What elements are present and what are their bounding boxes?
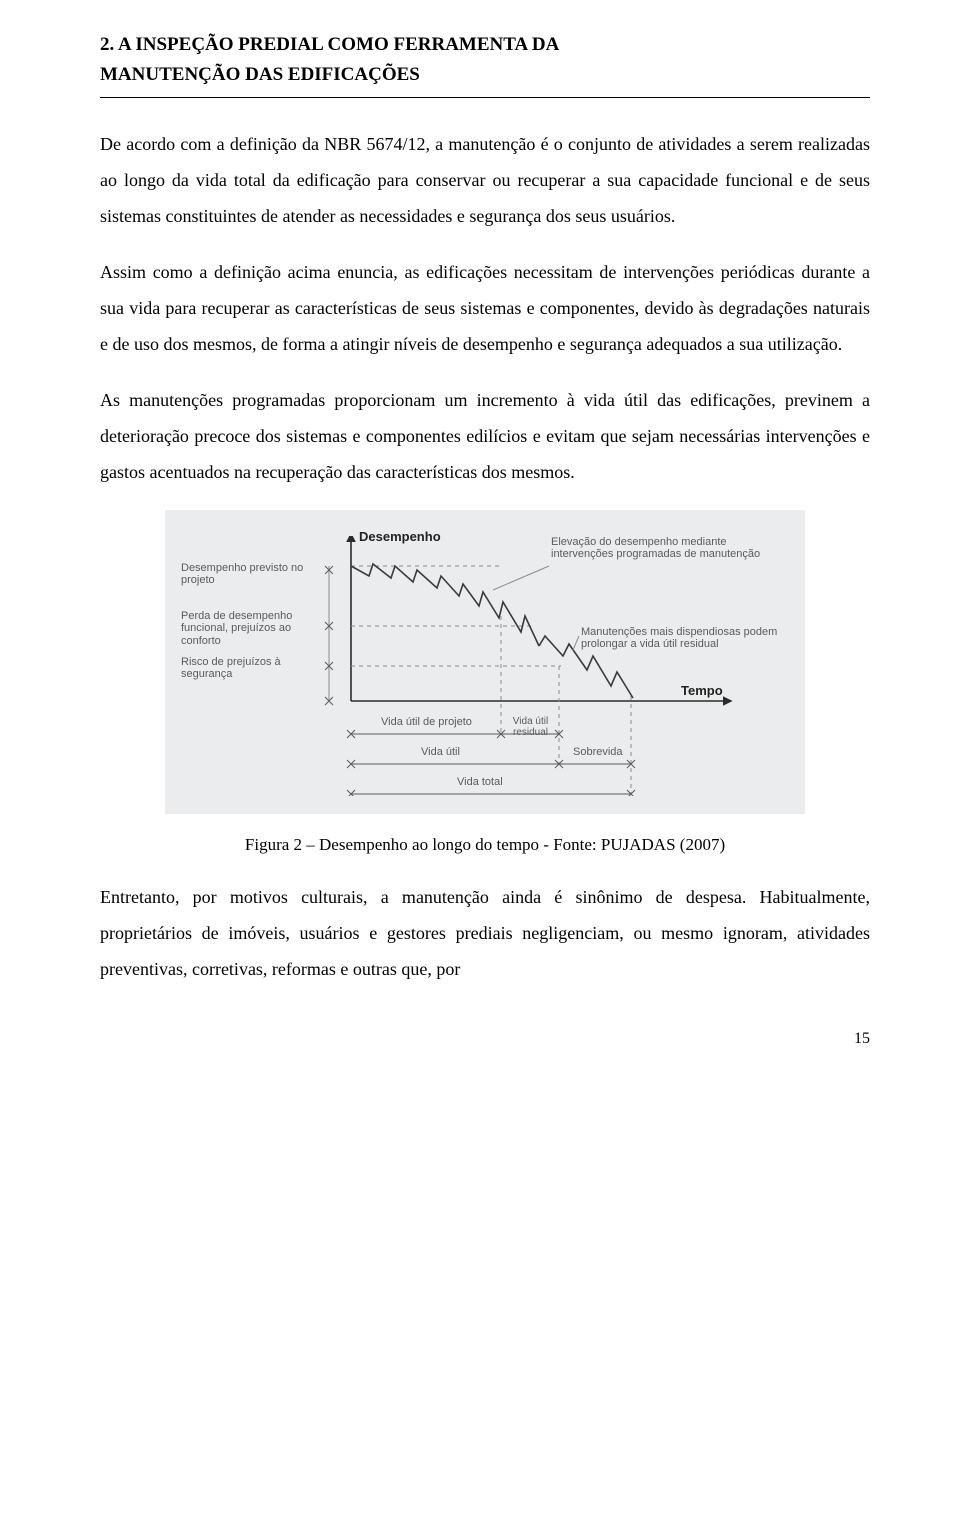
paragraph-2: Assim como a definição acima enuncia, as… — [100, 254, 870, 362]
left-label-1: Desempenho previsto no projeto — [181, 562, 316, 587]
left-label-3: Risco de prejuízos à segurança — [181, 656, 316, 681]
x-seg-2: Vida útil residual — [503, 716, 558, 739]
x-axis-label: Tempo — [681, 684, 723, 699]
right-label-2: Manutenções mais dispendiosas podem prol… — [581, 626, 781, 651]
section-heading: 2. A INSPEÇÃO PREDIAL COMO FERRAMENTA DA… — [100, 30, 870, 91]
figure-2: Desempenho Tempo Desempenho previsto no … — [165, 510, 805, 814]
paragraph-3: As manutenções programadas proporcionam … — [100, 382, 870, 490]
performance-chart: Desempenho Tempo Desempenho previsto no … — [181, 536, 785, 796]
x-seg-5: Vida total — [457, 776, 503, 789]
x-seg-1: Vida útil de projeto — [381, 716, 472, 729]
heading-line-1: 2. A INSPEÇÃO PREDIAL COMO FERRAMENTA DA — [100, 34, 559, 55]
paragraph-4: Entretanto, por motivos culturais, a man… — [100, 879, 870, 987]
x-seg-3: Vida útil — [421, 746, 460, 759]
page-number: 15 — [100, 1027, 870, 1051]
paragraph-1: De acordo com a definição da NBR 5674/12… — [100, 126, 870, 234]
right-label-1: Elevação do desempenho mediante interven… — [551, 536, 761, 561]
figure-caption: Figura 2 – Desempenho ao longo do tempo … — [100, 832, 870, 858]
heading-rule — [100, 97, 870, 98]
figure-background: Desempenho Tempo Desempenho previsto no … — [165, 510, 805, 814]
heading-line-2: MANUTENÇÃO DAS EDIFICAÇÕES — [100, 64, 420, 85]
y-axis-label: Desempenho — [359, 530, 441, 545]
x-seg-4: Sobrevida — [573, 746, 623, 759]
left-label-2: Perda de desempenho funcional, prejuízos… — [181, 610, 316, 648]
